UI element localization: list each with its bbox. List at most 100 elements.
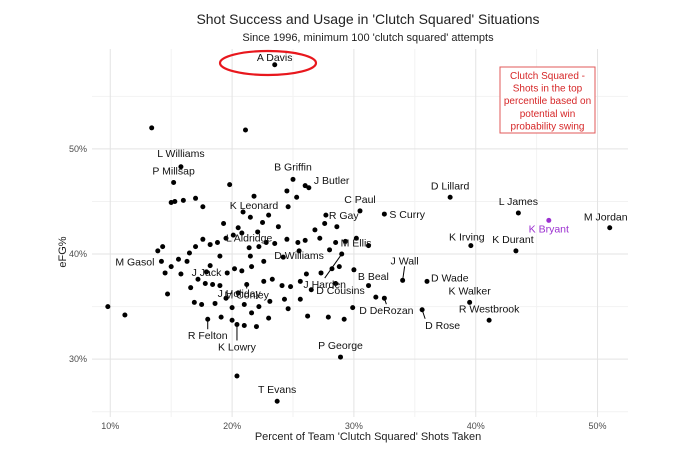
data-point <box>217 253 223 259</box>
data-point <box>515 210 521 216</box>
point-label: P George <box>318 340 363 352</box>
x-tick-label: 20% <box>223 421 241 431</box>
data-point <box>149 125 155 131</box>
highlight-circle <box>218 49 318 77</box>
point-label: C Paul <box>344 194 376 206</box>
data-point <box>178 271 184 277</box>
data-point <box>155 248 161 254</box>
data-point <box>221 221 227 227</box>
data-point <box>260 219 266 225</box>
annotation-text: Clutch Squared - Shots in the toppercenti… <box>504 71 591 132</box>
data-point <box>272 241 278 247</box>
point-label: D Williams <box>274 250 324 262</box>
data-point <box>351 267 357 273</box>
data-point <box>325 314 331 320</box>
data-point <box>229 317 235 323</box>
data-point <box>253 324 259 330</box>
point-label: J Butler <box>314 175 350 187</box>
data-point <box>227 182 233 188</box>
data-point <box>239 268 245 274</box>
data-point <box>249 264 255 270</box>
data-point <box>400 277 406 283</box>
data-point <box>246 245 252 251</box>
data-point <box>302 237 308 243</box>
data-point <box>323 212 329 218</box>
data-point <box>342 238 348 244</box>
data-point <box>207 242 213 248</box>
x-axis-ticks: 10% 20% 30% 40% 50% <box>101 421 606 431</box>
data-point <box>242 127 248 133</box>
point-label: K Bryant <box>529 223 569 235</box>
data-point <box>218 314 224 320</box>
data-point <box>255 229 261 235</box>
point-label: R Felton <box>188 330 228 342</box>
data-point <box>171 180 177 186</box>
data-point <box>297 296 303 302</box>
data-point <box>239 230 245 236</box>
point-label: T Evans <box>258 384 296 396</box>
data-point <box>280 254 286 260</box>
x-tick-label: 10% <box>101 421 119 431</box>
data-point <box>338 354 344 360</box>
point-label: P Millsap <box>152 166 195 178</box>
data-point <box>350 305 356 311</box>
data-point <box>303 271 309 277</box>
chart-subtitle: Since 1996, minimum 100 'clutch squared'… <box>242 32 494 44</box>
point-label: J Wall <box>391 255 419 267</box>
point-label: R Westbrook <box>459 303 520 315</box>
data-point <box>105 304 111 310</box>
point-label: S Curry <box>389 209 425 221</box>
annotation-line: potential win <box>520 109 576 120</box>
data-point <box>306 185 312 191</box>
y-axis-ticks: 30% 40% 50% <box>69 144 87 364</box>
annotation-frame <box>499 66 596 134</box>
data-point <box>193 244 199 250</box>
point-label: D DeRozan <box>359 305 413 317</box>
data-point <box>261 258 267 264</box>
annotation-line: Clutch Squared - <box>510 71 585 82</box>
data-point <box>266 315 272 321</box>
data-point <box>188 285 194 291</box>
data-point <box>207 263 213 269</box>
y-axis-title: eFG% <box>57 236 69 267</box>
data-point <box>223 295 229 301</box>
data-point <box>172 198 178 204</box>
data-point <box>513 248 519 254</box>
data-point <box>247 253 253 259</box>
data-point <box>175 256 181 262</box>
point-label: M Gasol <box>115 256 154 268</box>
data-point <box>256 244 262 250</box>
data-point <box>546 217 552 223</box>
data-point <box>381 211 387 217</box>
data-point <box>288 284 294 290</box>
data-point <box>267 298 273 304</box>
data-point <box>353 235 359 241</box>
point-label: B Beal <box>358 271 389 283</box>
data-point <box>381 295 387 301</box>
data-point <box>607 225 613 231</box>
data-point <box>302 183 308 189</box>
data-point <box>284 188 290 194</box>
point-label: J Harden <box>303 279 346 291</box>
data-point <box>467 299 473 305</box>
data-point <box>341 316 347 322</box>
data-point <box>424 278 430 284</box>
data-point <box>357 208 363 214</box>
data-point <box>285 306 291 312</box>
data-point <box>274 398 280 404</box>
data-point <box>333 239 339 245</box>
data-point <box>241 301 247 307</box>
annotation-line: probability swing <box>511 121 585 132</box>
data-point <box>230 232 236 238</box>
point-label: D Rose <box>425 320 460 332</box>
data-point <box>339 251 345 257</box>
data-point <box>279 283 285 289</box>
data-point <box>122 312 128 318</box>
data-point <box>223 235 229 241</box>
point-label: L Williams <box>157 148 204 160</box>
data-point <box>178 164 184 170</box>
point-label: K Durant <box>492 234 534 246</box>
point-label: L Aldridge <box>226 233 272 245</box>
data-point <box>186 250 192 256</box>
point-label: K Walker <box>449 285 492 297</box>
